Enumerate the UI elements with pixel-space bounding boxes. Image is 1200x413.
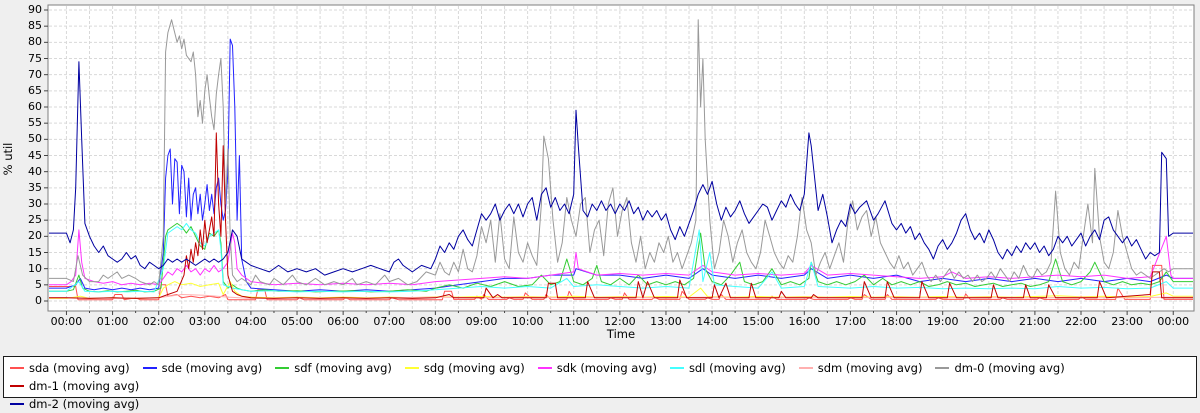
y-tick-label: 15 [28,245,42,259]
legend-label-sde: sde (moving avg) [161,361,263,375]
legend-item-sde: sde (moving avg) [142,359,263,377]
plot-background [48,5,1194,311]
legend-swatch-sdm-icon [798,367,813,369]
legend-item-dm-0: dm-0 (moving avg) [935,359,1065,377]
y-tick-label: 55 [28,116,42,130]
x-tick-label: 09:00 [465,315,498,328]
legend-item-sdg: sdg (moving avg) [404,359,525,377]
y-tick-label: 85 [28,19,42,33]
y-tick-label: 40 [28,164,42,178]
legend-item-dm-2: dm-2 (moving avg) [10,395,139,413]
y-tick-label: 35 [28,180,42,194]
y-tick-label: 50 [28,132,42,146]
x-tick-label: 04:00 [235,315,267,328]
utilization-chart: % util Time 00:00 01:00 02:00 03:00 04:00 05:… [1,3,1197,411]
x-tick-label: 19:00 [926,315,959,328]
legend-item-sdf: sdf (moving avg) [275,359,392,377]
y-tick-label: 10 [28,261,42,275]
series-line-sda [49,264,1193,301]
x-tick-label: 07:00 [373,315,406,328]
x-tick-label: 18:00 [880,315,913,328]
plot-area [44,4,1195,315]
legend-swatch-sdg-icon [404,367,419,369]
y-tick-label: 65 [28,83,42,97]
x-tick-label: 11:00 [557,315,590,328]
legend-label-sdl: sdl (moving avg) [688,361,786,375]
x-tick-label: 05:00 [281,315,313,328]
legend-swatch-sde-icon [142,367,157,369]
plot-border [47,4,1195,312]
x-tick-label: 14:00 [696,315,728,328]
legend-label-dm-0: dm-0 (moving avg) [954,361,1065,375]
legend-swatch-sdf-icon [275,367,290,369]
x-tick-label: 12:00 [603,315,636,328]
legend-label-sdm: sdm (moving avg) [817,361,923,375]
x-tick-label: 06:00 [327,315,359,328]
x-tick-label: 20:00 [972,315,1005,328]
legend: sda (moving avg) sde (moving avg) sdf (mov… [3,356,1197,411]
series-line-dm-1 [49,132,1193,299]
y-tick-label: 45 [28,148,42,162]
legend-label-dm-1: dm-1 (moving avg) [29,379,140,393]
legend-label-dm-2: dm-2 (moving avg) [29,397,140,411]
series-line-sdg [49,281,1193,299]
legend-label-sdk: sdk (moving avg) [556,361,657,375]
legend-item-sda: sda (moving avg) [10,359,130,377]
y-tick-label: 25 [28,213,42,227]
x-tick-label: 00:00 [1157,315,1190,328]
legend-swatch-sdk-icon [537,367,552,369]
legend-label-sda: sda (moving avg) [29,361,130,375]
x-tick-label: 21:00 [1019,315,1051,328]
legend-item-sdm: sdm (moving avg) [798,359,923,377]
x-tick-label: 01:00 [96,315,129,328]
legend-item-dm-1: dm-1 (moving avg) [10,377,139,395]
x-tick-label: 15:00 [742,315,775,328]
series-line-dm-2 [49,61,1193,276]
x-tick-label: 08:00 [419,315,452,328]
legend-label-sdg: sdg (moving avg) [423,361,525,375]
series-line-dm-0 [49,19,1193,286]
legend-swatch-sda-icon [10,367,24,369]
x-axis-title: Time [606,327,636,341]
x-tick-label: 17:00 [834,315,867,328]
y-tick-label: 75 [28,51,42,65]
y-tick-label: 60 [28,100,42,113]
x-tick-label: 13:00 [650,315,682,328]
x-tick-label: 16:00 [788,315,821,328]
legend-item-sdk: sdk (moving avg) [537,359,657,377]
y-tick-label: 0 [35,294,42,307]
y-tick-label: 70 [28,67,42,81]
x-tick-label: 10:00 [511,315,544,328]
legend-swatch-dm-1-icon [10,385,24,387]
y-tick-label: 80 [28,35,42,49]
y-tick-label: 30 [28,197,42,210]
legend-swatch-dm-2-icon [10,403,24,405]
x-tick-label: 00:00 [50,315,83,328]
x-tick-label: 02:00 [142,315,175,328]
legend-swatch-dm-0-icon [935,367,950,369]
x-tick-label: 22:00 [1065,315,1097,328]
legend-item-sdl: sdl (moving avg) [669,359,786,377]
legend-label-sdf: sdf (moving avg) [294,361,392,375]
legend-swatch-sdl-icon [669,367,684,369]
y-tick-label: 20 [28,229,42,243]
series-line-sdl [49,222,1193,293]
x-tick-label: 23:00 [1111,315,1143,328]
y-tick-label: 5 [35,277,42,291]
x-tick-label: 03:00 [188,315,221,328]
y-tick-label: 90 [28,3,42,16]
